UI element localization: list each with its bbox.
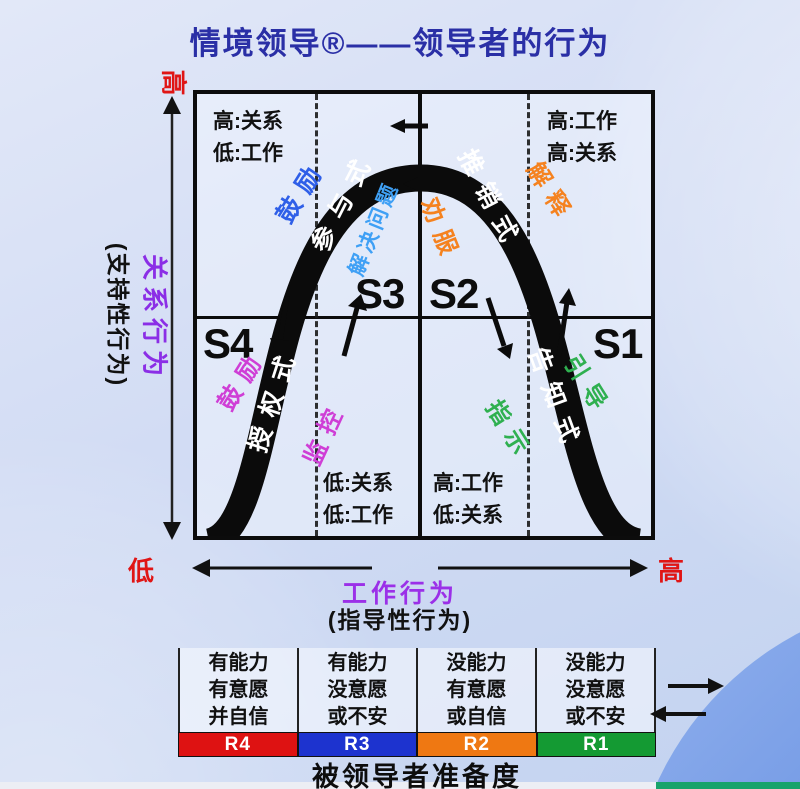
readiness-band-r3: R3 [297, 732, 417, 757]
readiness-cell-r2: 没能力 有意愿 或自信 [416, 648, 535, 732]
s3-label: S3 [355, 270, 405, 317]
midline-vertical [418, 94, 422, 536]
readiness-band-r2: R2 [417, 732, 537, 757]
x-axis-low-label: 低 [128, 556, 155, 586]
y-axis-label: 关系行为 [139, 253, 170, 383]
curve-direction-arrows [270, 119, 576, 359]
x-axis-label: 工作行为 [341, 580, 459, 608]
midline-horizontal [197, 316, 651, 319]
readiness-cell-r3: 有能力 没意愿 或不安 [297, 648, 416, 732]
development-direction-arrows [650, 678, 724, 722]
y-axis-high-label: 高 [158, 69, 189, 96]
readiness-cell-r1: 没能力 没意愿 或不安 [535, 648, 656, 732]
s4-label: S4 [203, 320, 253, 367]
x-axis-sublabel: (指导性行为) [327, 607, 473, 633]
quadrant-chart: 高:关系 低:工作 高:工作 高:关系 低:关系 低:工作 高:工作 低:关系 S4 S… [193, 90, 655, 540]
corner-top-left: 高:关系 低:工作 [213, 110, 283, 165]
corner-bottom-left: 低:关系 低:工作 [323, 472, 393, 527]
s1-label: S1 [593, 320, 643, 367]
page-title: 情境领导®——领导者的行为 [189, 26, 611, 61]
readiness-table: 有能力 有意愿 并自信 有能力 没意愿 或不安 没能力 有意愿 或自信 没能力 没意愿 或不安 … [178, 648, 656, 757]
bottom-strip-teal [656, 782, 800, 789]
readiness-cell-r4: 有能力 有意愿 并自信 [178, 648, 297, 732]
dashed-line-left [315, 94, 318, 536]
x-axis-high-label: 高 [658, 556, 685, 586]
corner-bottom-right: 高:工作 低:关系 [433, 472, 503, 527]
bell-curve [204, 164, 643, 536]
s2-label: S2 [429, 270, 479, 317]
y-axis-arrow [163, 96, 181, 540]
dashed-line-right [527, 94, 530, 536]
x-axis-arrow [192, 559, 648, 577]
readiness-band-r4: R4 [178, 732, 298, 757]
readiness-caption: 被领导者准备度 [312, 762, 522, 789]
readiness-band-r1: R1 [536, 732, 656, 757]
bottom-strip-light [0, 782, 656, 789]
y-axis-sublabel: (支持性行为) [105, 242, 131, 388]
corner-top-right: 高:工作 高:关系 [547, 110, 617, 165]
